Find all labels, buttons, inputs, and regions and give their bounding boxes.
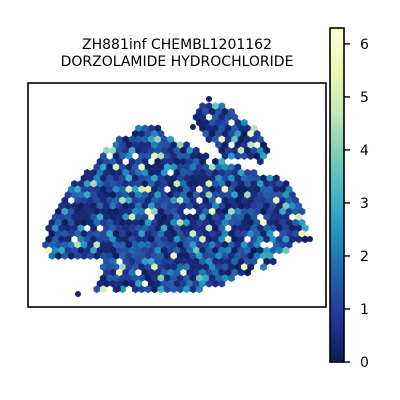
colorbar-tick-label: 0 [360, 355, 369, 371]
hexbin-cell [307, 236, 313, 242]
hexbin-cell [218, 279, 226, 288]
hexbin-cell [256, 157, 264, 166]
chart-title-line-2: DORZOLAMIDE HYDROCHLORIDE [61, 54, 294, 70]
hexbin-cell [190, 124, 196, 130]
chart-title-line-1: ZH881inf CHEMBL1201162 [82, 37, 272, 53]
colorbar-tick-label: 4 [360, 143, 369, 159]
colorbar-tick-label: 3 [360, 196, 369, 212]
hexbin-cell [244, 268, 251, 277]
hexbin-cell [282, 246, 290, 255]
hexbin-cell [206, 96, 212, 102]
hexbin-cell [228, 274, 235, 283]
hexbin-cell [115, 286, 121, 292]
hexbin-cell [75, 291, 81, 297]
hexbin-cell [260, 263, 267, 271]
hexbin-cells [42, 96, 313, 297]
plot-area-frame [27, 82, 327, 308]
colorbar-tick-label: 2 [360, 249, 369, 265]
colorbar-ticks: 0 1 2 3 4 5 6 [344, 37, 369, 371]
colorbar-tick-label: 1 [360, 302, 369, 318]
colorbar-tick-label: 6 [360, 37, 369, 53]
hexbin-cell [99, 285, 107, 294]
colorbar-tick-label: 5 [360, 90, 369, 106]
hexbin-cell [196, 285, 203, 294]
hexbin-cell [269, 257, 277, 266]
colorbar [329, 27, 345, 363]
